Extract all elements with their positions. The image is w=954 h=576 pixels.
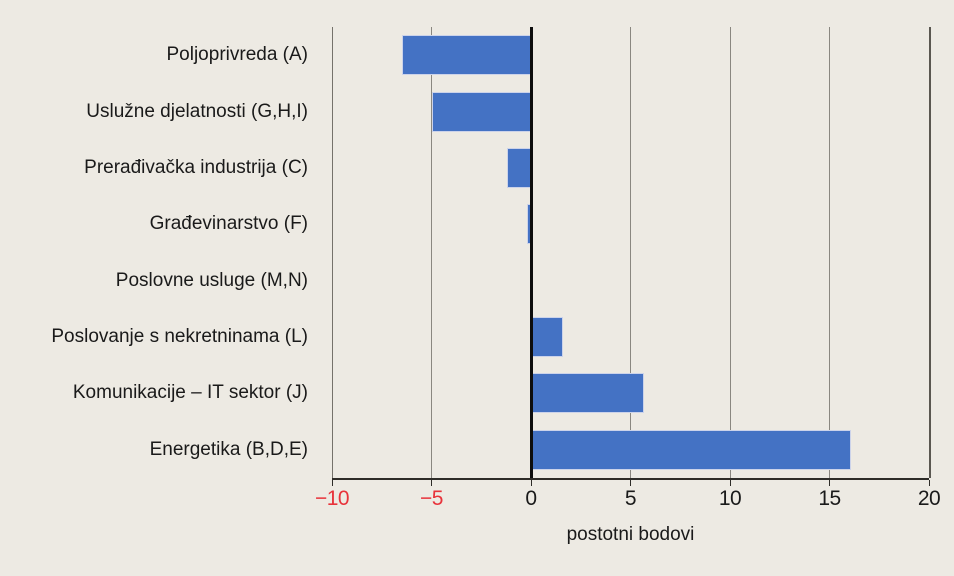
x-tick-label: −10 bbox=[314, 487, 350, 510]
gridline bbox=[331, 27, 333, 478]
gridline bbox=[829, 27, 830, 478]
category-label: Poljoprivreda (A) bbox=[166, 44, 309, 66]
category-label: Poslovne usluge (M,N) bbox=[115, 269, 308, 291]
x-axis-tick-labels: −10 −5 0 5 10 15 20 bbox=[0, 487, 954, 513]
gridline bbox=[630, 27, 631, 478]
category-label: Uslužne djelatnosti (G,H,I) bbox=[86, 100, 308, 122]
gridline bbox=[431, 27, 432, 478]
bar bbox=[531, 317, 563, 358]
x-tick-label: 20 bbox=[917, 487, 941, 510]
x-axis-tick bbox=[431, 480, 432, 486]
category-label: Poslovanje s nekretninama (L) bbox=[51, 326, 308, 348]
x-tick-label: 10 bbox=[718, 487, 742, 510]
zero-baseline bbox=[529, 27, 533, 478]
x-axis-tick bbox=[331, 480, 333, 486]
x-axis-tick bbox=[530, 480, 532, 486]
x-axis-tick bbox=[630, 480, 631, 486]
x-axis-title: postotni bodovi bbox=[566, 524, 695, 545]
bar bbox=[401, 35, 531, 76]
gridline bbox=[928, 27, 931, 478]
x-tick-label: 5 bbox=[624, 487, 637, 510]
category-label: Prerađivačka industrija (C) bbox=[84, 156, 308, 178]
x-axis-tick bbox=[928, 480, 930, 486]
bar bbox=[431, 91, 531, 132]
gridline bbox=[729, 27, 731, 478]
bar bbox=[507, 147, 531, 188]
x-tick-label: 15 bbox=[818, 487, 841, 510]
category-label: Energetika (B,D,E) bbox=[149, 438, 308, 460]
category-axis: Poljoprivreda (A) Uslužne djelatnosti (G,… bbox=[0, 27, 320, 478]
x-axis-tick bbox=[829, 480, 830, 486]
category-label: Komunikacije – IT sektor (J) bbox=[72, 382, 308, 404]
category-label: Građevinarstvo (F) bbox=[149, 213, 308, 235]
plot-area bbox=[331, 27, 931, 486]
x-tick-label: −5 bbox=[420, 487, 443, 510]
bar bbox=[531, 429, 852, 470]
x-tick-label: 0 bbox=[525, 487, 537, 510]
bar bbox=[531, 373, 645, 414]
x-axis-tick bbox=[729, 480, 731, 486]
